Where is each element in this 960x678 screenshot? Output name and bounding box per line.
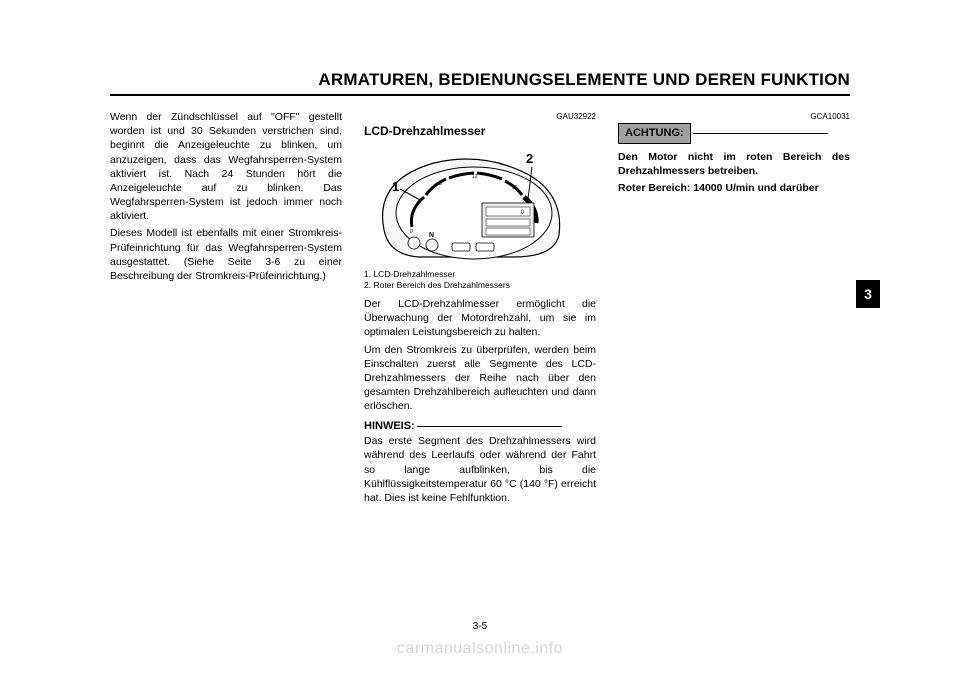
svg-text:4: 4	[416, 201, 419, 207]
col2-paragraph-1: Der LCD-Drehzahlmesser ermöglicht die Üb…	[364, 297, 596, 340]
watermark: carmanualsonline.info	[0, 640, 960, 658]
tachometer-svg: 0 4 8 12 16 0 N	[364, 145, 574, 265]
page-title: ARMATUREN, BEDIENUNGSELEMENTE UND DEREN …	[110, 70, 850, 90]
col1-paragraph-1: Wenn der Zündschlüssel auf "OFF" gestell…	[110, 110, 342, 223]
col2-section-title: LCD-Drehzahlmesser	[364, 123, 485, 139]
col2-heading-row: GAU32922	[364, 110, 596, 123]
column-2: GAU32922 LCD-Drehzahlmesser	[364, 110, 596, 508]
hinweis-row: HINWEIS:	[364, 419, 596, 434]
col3-heading-row: GCA10031	[618, 110, 850, 123]
hinweis-rule	[417, 426, 562, 427]
tachometer-figure: 0 4 8 12 16 0 N	[364, 145, 596, 265]
page-header: ARMATUREN, BEDIENUNGSELEMENTE UND DEREN …	[110, 70, 850, 96]
column-3: GCA10031 ACHTUNG: Den Motor nicht im rot…	[618, 110, 850, 508]
figure-callout-1: 1	[392, 179, 399, 194]
svg-text:0: 0	[410, 229, 413, 235]
figure-callout-2: 2	[526, 151, 533, 166]
hinweis-label: HINWEIS:	[364, 419, 415, 434]
col2-paragraph-2: Um den Stromkreis zu überprüfen, werden …	[364, 343, 596, 414]
column-1: Wenn der Zündschlüssel auf "OFF" gestell…	[110, 110, 342, 508]
chapter-tab: 3	[856, 280, 880, 308]
content-columns: Wenn der Zündschlüssel auf "OFF" gestell…	[110, 110, 850, 508]
hinweis-text: Das erste Segment des Drehzahlmessers wi…	[364, 434, 596, 505]
svg-text:16: 16	[512, 185, 518, 191]
achtung-label: ACHTUNG:	[618, 123, 691, 144]
svg-text:N: N	[429, 232, 434, 239]
page-number: 3-5	[0, 621, 960, 632]
col3-paragraph-1: Den Motor nicht im roten Bereich des Dre…	[618, 150, 850, 178]
page: ARMATUREN, BEDIENUNGSELEMENTE UND DEREN …	[0, 0, 960, 678]
achtung-row: ACHTUNG:	[618, 123, 850, 144]
col3-ref-code: GCA10031	[810, 112, 850, 123]
col2-ref-code: GAU32922	[556, 112, 596, 123]
caption-line-1: 1. LCD-Drehzahlmesser	[364, 269, 596, 280]
svg-text:8: 8	[439, 181, 442, 187]
achtung-rule	[693, 133, 828, 134]
figure-caption: 1. LCD-Drehzahlmesser 2. Roter Bereich d…	[364, 269, 596, 291]
col1-paragraph-2: Dieses Modell ist ebenfalls mit einer St…	[110, 226, 342, 283]
svg-text:12: 12	[472, 174, 478, 180]
col3-paragraph-2: Roter Bereich: 14000 U/min und darüber	[618, 181, 850, 195]
caption-line-2: 2. Roter Bereich des Drehzahlmessers	[364, 280, 596, 291]
